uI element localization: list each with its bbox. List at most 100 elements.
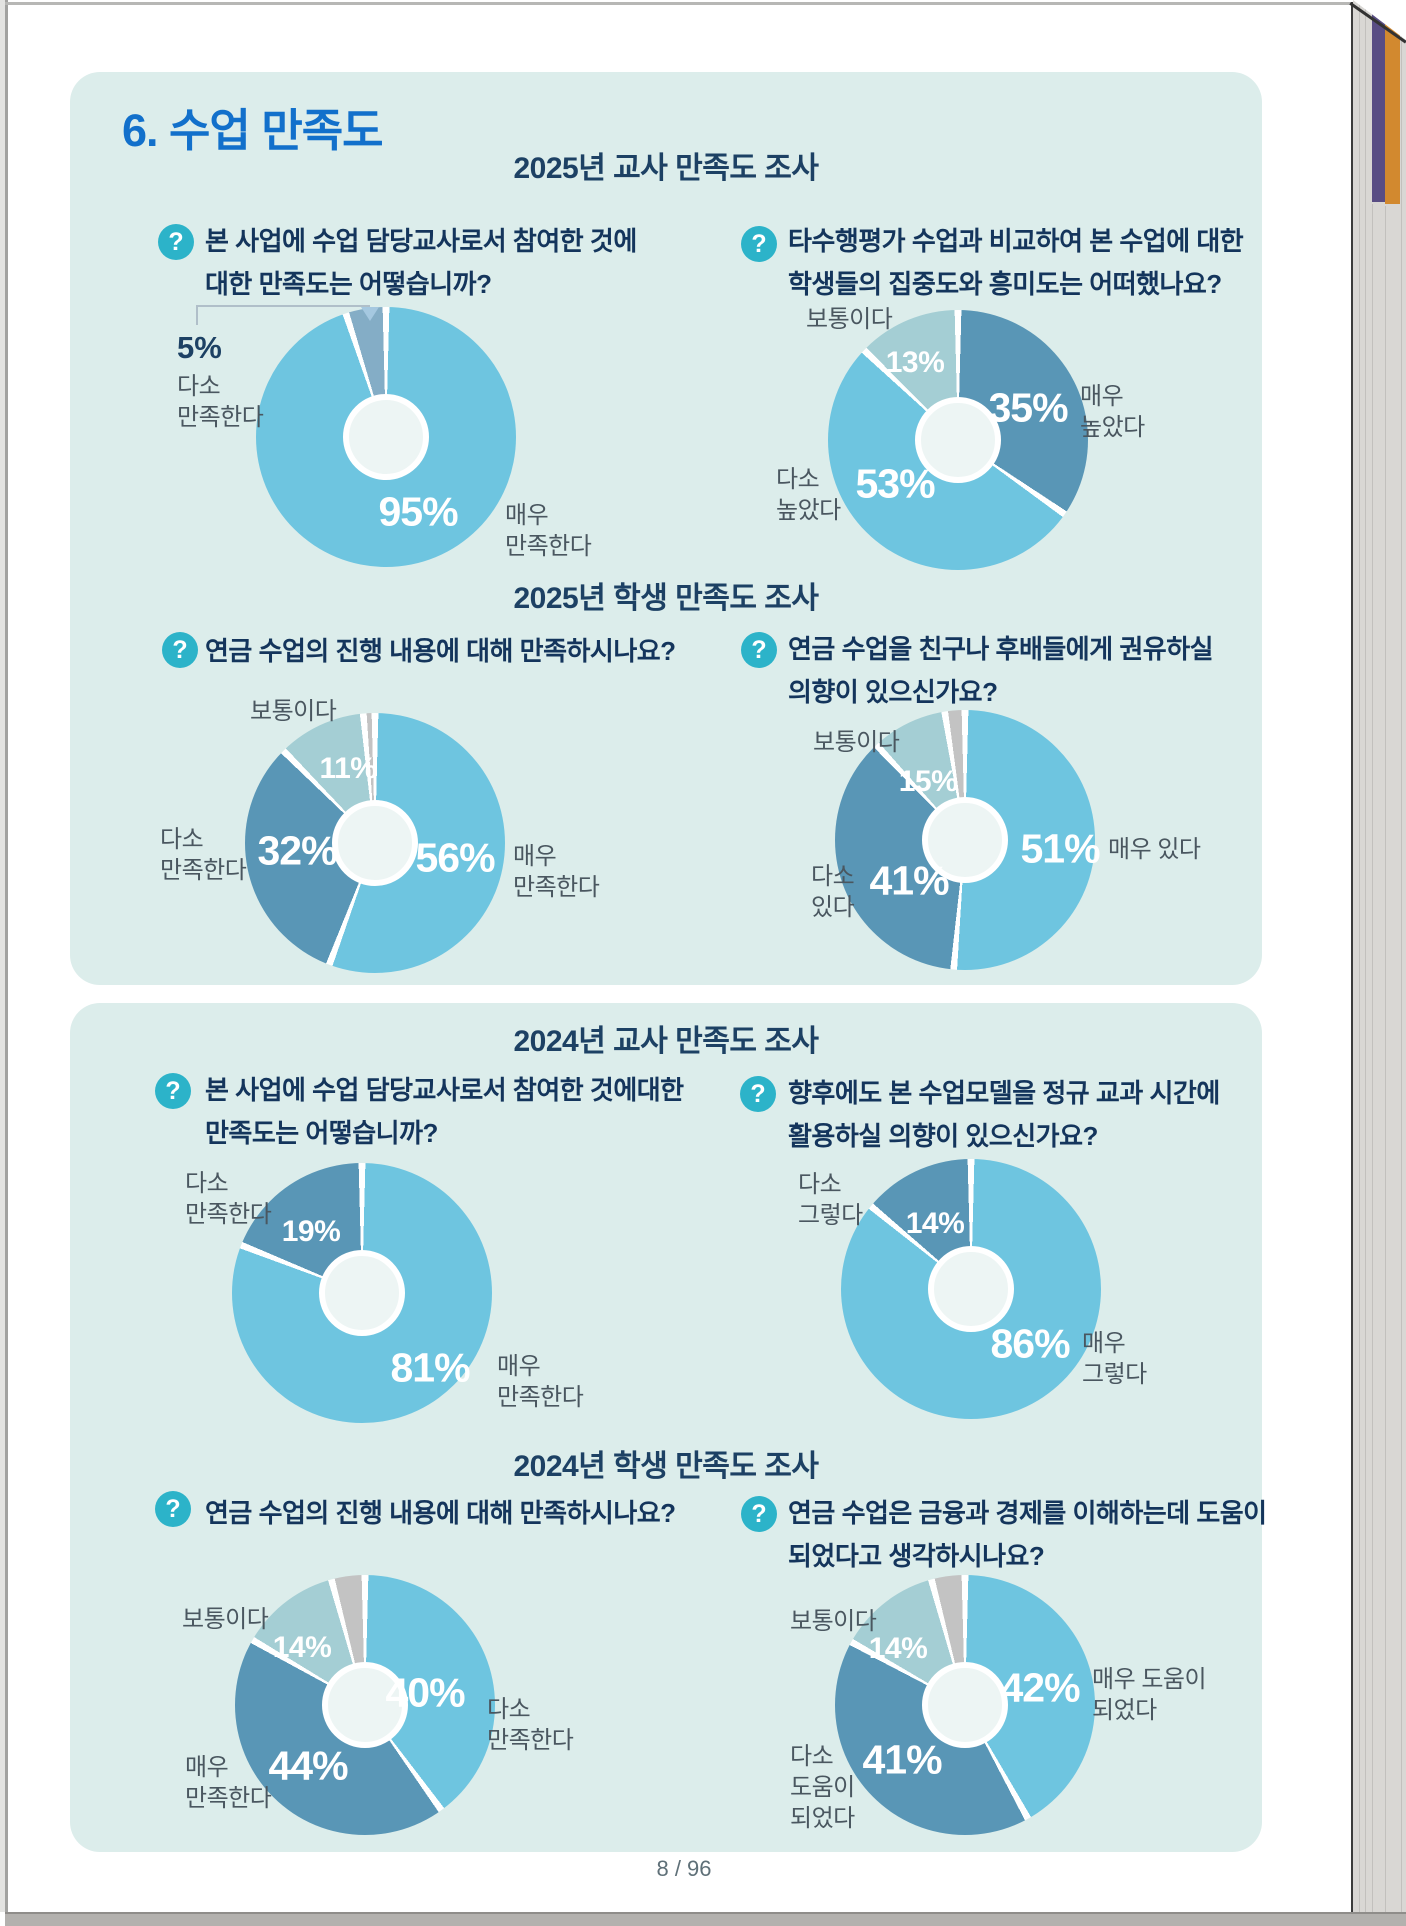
donut-chart-2024-teacher-satisfaction bbox=[232, 1163, 492, 1423]
callout-line-tick bbox=[196, 305, 198, 325]
slice-value: 81% bbox=[390, 1344, 470, 1391]
slice-label: 다소 만족한다 bbox=[185, 1168, 272, 1230]
slice-label: 보통이다 bbox=[813, 727, 900, 758]
donut-chart-2025-student-recommend bbox=[835, 710, 1095, 970]
slice-label-line: 만족한다 bbox=[497, 1384, 584, 1411]
donut-chart-2024-student-content bbox=[235, 1575, 495, 1835]
slice-label: 보통이다 bbox=[790, 1606, 877, 1637]
slice-label-line: 매우 bbox=[1082, 1330, 1126, 1357]
slice-label-line: 매우 bbox=[513, 843, 557, 870]
question-line: 본 사업에 수업 담당교사로서 참여한 것에대한 bbox=[205, 1075, 684, 1105]
slice-value: 42% bbox=[1000, 1664, 1080, 1711]
slice-label: 매우 만족한다 bbox=[497, 1351, 584, 1413]
slice-value: 56% bbox=[415, 834, 495, 881]
page-stack-seam bbox=[1359, 0, 1360, 1912]
question-icon: ? bbox=[162, 632, 198, 668]
slice-label-line: 높았다 bbox=[776, 497, 841, 524]
slice-value: 15% bbox=[898, 765, 958, 798]
page-stack-seam bbox=[1365, 0, 1366, 1912]
slice-label-line: 다소 bbox=[776, 466, 820, 493]
slice-value: 14% bbox=[905, 1207, 965, 1240]
slice-label-line: 매우 bbox=[497, 1353, 541, 1380]
donut-chart-2024-teacher-reuse bbox=[841, 1159, 1101, 1419]
slice-label-line: 도움이 bbox=[790, 1774, 855, 1801]
slice-label: 다소 만족한다 bbox=[487, 1694, 574, 1756]
question-line: 만족도는 어떻습니까? bbox=[205, 1118, 438, 1148]
slice-label-line: 다소 bbox=[185, 1170, 229, 1197]
slice-label: 매우 만족한다 bbox=[513, 841, 600, 903]
question-line: 대한 만족도는 어떻습니까? bbox=[205, 269, 492, 299]
question-line: 타수행평가 수업과 비교하여 본 수업에 대한 bbox=[788, 226, 1244, 256]
slice-value: 19% bbox=[281, 1215, 341, 1248]
question-line: 연금 수업을 친구나 후배들에게 권유하실 bbox=[788, 634, 1214, 664]
question-text-2: 타수행평가 수업과 비교하여 본 수업에 대한 학생들의 집중도와 흥미도는 어… bbox=[788, 220, 1244, 306]
question-line: 본 사업에 수업 담당교사로서 참여한 것에 bbox=[205, 226, 637, 256]
question-text-3: 연금 수업의 진행 내용에 대해 만족하시나요? bbox=[205, 630, 676, 673]
slice-label-line: 만족한다 bbox=[505, 533, 592, 560]
slice-label: 다소 만족한다 bbox=[160, 824, 247, 886]
slice-label: 보통이다 bbox=[250, 696, 337, 727]
question-text-5: 본 사업에 수업 담당교사로서 참여한 것에대한 만족도는 어떻습니까? bbox=[205, 1069, 684, 1155]
donut-chart-2024-student-helpful bbox=[835, 1575, 1095, 1835]
slice-value: 32% bbox=[257, 827, 337, 874]
slice-value: 53% bbox=[855, 460, 935, 507]
slice-label-line: 다소 bbox=[487, 1696, 531, 1723]
slice-value: 44% bbox=[268, 1742, 348, 1789]
page-stack-seam bbox=[1372, 204, 1373, 1912]
slice-label-line: 있다 bbox=[811, 894, 855, 921]
slice-label: 다소 만족한다 bbox=[177, 371, 264, 433]
donut-chart-2025-teacher-engagement bbox=[828, 310, 1088, 570]
slice-label-line: 다소 bbox=[177, 373, 221, 400]
slice-label-line: 만족한다 bbox=[185, 1785, 272, 1812]
slice-label-line: 되었다 bbox=[790, 1805, 855, 1832]
question-line: 학생들의 집중도와 흥미도는 어떠했나요? bbox=[788, 269, 1222, 299]
slice-value: 13% bbox=[885, 346, 945, 379]
question-line: 의향이 있으신가요? bbox=[788, 677, 998, 707]
question-icon: ? bbox=[741, 1496, 777, 1532]
donut-chart-2025-student-content bbox=[245, 713, 505, 973]
slice-label-line: 보통이다 bbox=[182, 1606, 269, 1633]
slice-label-line: 만족한다 bbox=[177, 404, 264, 431]
book-page-stack bbox=[1353, 0, 1406, 1912]
slice-label-line: 되었다 bbox=[1092, 1697, 1157, 1724]
slice-label-line: 만족한다 bbox=[160, 857, 247, 884]
slice-label-line: 다소 bbox=[798, 1171, 842, 1198]
section-title-2024-teacher: 2024년 교사 만족도 조사 bbox=[513, 1025, 819, 1058]
page-stack-edge-line bbox=[1351, 2, 1353, 1912]
slice-label: 다소 있다 bbox=[811, 861, 855, 923]
callout-arrow-icon bbox=[361, 307, 379, 321]
page-title: 6. 수업 만족도 bbox=[122, 105, 384, 156]
slice-label: 매우 그렇다 bbox=[1082, 1328, 1147, 1390]
question-text-4: 연금 수업을 친구나 후배들에게 권유하실 의향이 있으신가요? bbox=[788, 628, 1214, 714]
question-icon: ? bbox=[741, 632, 777, 668]
donut-chart-2025-teacher-satisfaction bbox=[256, 307, 516, 567]
page-stack-seam bbox=[1401, 0, 1402, 1912]
slice-label-line: 보통이다 bbox=[806, 306, 893, 333]
slice-label: 매우 도움이 되었다 bbox=[1092, 1664, 1207, 1726]
question-line: 향후에도 본 수업모델을 정규 교과 시간에 bbox=[788, 1078, 1220, 1108]
slice-value: 51% bbox=[1020, 825, 1100, 872]
slice-value: 11% bbox=[319, 752, 377, 785]
slice-value: 14% bbox=[272, 1631, 332, 1664]
slice-label-line: 매우 bbox=[505, 502, 549, 529]
slice-label-line: 매우 bbox=[185, 1754, 229, 1781]
slice-value: 86% bbox=[990, 1320, 1070, 1367]
question-icon: ? bbox=[158, 224, 194, 260]
question-text-8: 연금 수업은 금융과 경제를 이해하는데 도움이 되었다고 생각하시나요? bbox=[788, 1492, 1267, 1578]
question-icon: ? bbox=[740, 1076, 776, 1112]
slice-label-line: 그렇다 bbox=[798, 1202, 863, 1229]
slice-label-line: 만족한다 bbox=[513, 874, 600, 901]
slice-value: 5% bbox=[177, 330, 222, 365]
section-title-2025-teacher: 2025년 교사 만족도 조사 bbox=[513, 152, 819, 185]
slice-label-line: 보통이다 bbox=[813, 729, 900, 756]
slice-label-line: 보통이다 bbox=[790, 1608, 877, 1635]
slice-label: 다소 그렇다 bbox=[798, 1169, 863, 1231]
question-line: 연금 수업은 금융과 경제를 이해하는데 도움이 bbox=[788, 1498, 1267, 1528]
slice-value: 95% bbox=[378, 488, 458, 535]
slice-value: 14% bbox=[868, 1632, 928, 1665]
question-line: 되었다고 생각하시나요? bbox=[788, 1541, 1045, 1571]
slice-value: 41% bbox=[869, 857, 949, 904]
callout-line bbox=[196, 305, 370, 307]
question-text-6: 향후에도 본 수업모델을 정규 교과 시간에 활용하실 의향이 있으신가요? bbox=[788, 1072, 1220, 1158]
slice-label-line: 매우 bbox=[1080, 383, 1124, 410]
